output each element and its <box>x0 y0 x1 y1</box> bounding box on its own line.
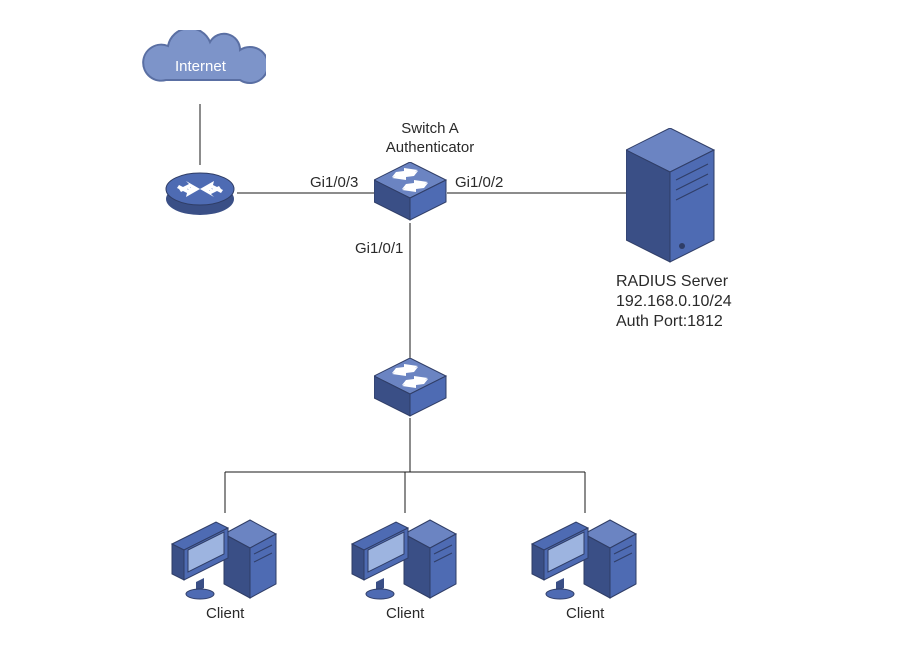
router-icon <box>165 165 237 224</box>
internet-label: Internet <box>175 58 226 77</box>
client1-label: Client <box>206 605 244 624</box>
switch-b-icon <box>374 358 448 423</box>
switch-a-icon <box>374 162 448 227</box>
switch-a-title-label: Switch A Authenticator <box>370 120 490 158</box>
port-gi103-label: Gi1/0/3 <box>310 174 358 193</box>
radius-label: RADIUS Server 192.168.0.10/24 Auth Port:… <box>616 272 732 332</box>
port-gi102-label: Gi1/0/2 <box>455 174 503 193</box>
client3-label: Client <box>566 605 604 624</box>
radius-server-icon <box>626 128 718 273</box>
client3-icon <box>526 508 642 609</box>
client2-icon <box>346 508 462 609</box>
port-gi101-label: Gi1/0/1 <box>355 240 403 259</box>
client1-icon <box>166 508 282 609</box>
client2-label: Client <box>386 605 424 624</box>
